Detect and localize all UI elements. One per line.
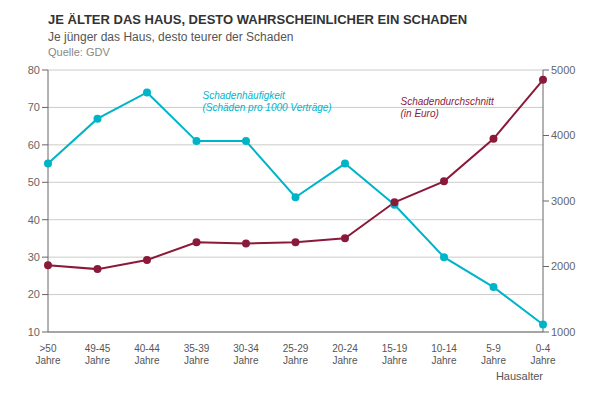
svg-text:20: 20 (28, 288, 40, 300)
svg-text:0-4Jahre: 0-4Jahre (530, 343, 555, 366)
svg-text:50: 50 (28, 176, 40, 188)
svg-text:15-19Jahre: 15-19Jahre (382, 343, 408, 366)
svg-text:20-24Jahre: 20-24Jahre (332, 343, 358, 366)
svg-text:30-34Jahre: 30-34Jahre (233, 343, 259, 366)
svg-text:2000: 2000 (551, 260, 575, 272)
svg-text:60: 60 (28, 139, 40, 151)
svg-text:5-9Jahre: 5-9Jahre (481, 343, 506, 366)
svg-text:80: 80 (28, 64, 40, 76)
svg-text:1000: 1000 (551, 326, 575, 338)
html-text:Quelle: GDV: Quelle: GDV (48, 46, 110, 58)
svg-text:>50Jahre: >50Jahre (35, 343, 60, 366)
html-text:Hausalter: Hausalter (495, 370, 543, 382)
svg-text:5000: 5000 (551, 64, 575, 76)
svg-text:25-29Jahre: 25-29Jahre (283, 343, 309, 366)
svg-text:10-14Jahre: 10-14Jahre (431, 343, 457, 366)
svg-text:70: 70 (28, 101, 40, 113)
html-text:Je jünger das Haus, desto teur: Je jünger das Haus, desto teurer der Sch… (48, 30, 294, 44)
svg-text:Schadendurchschnitt(in Euro): Schadendurchschnitt(in Euro) (401, 96, 496, 119)
svg-text:49-45Jahre: 49-45Jahre (85, 343, 111, 366)
svg-text:10: 10 (28, 326, 40, 338)
svg-text:30: 30 (28, 251, 40, 263)
html-text:JE ÄLTER DAS HAUS, DESTO WAHRS: JE ÄLTER DAS HAUS, DESTO WAHRSCHEINLICHE… (48, 12, 468, 27)
svg-text:3000: 3000 (551, 195, 575, 207)
svg-text:40: 40 (28, 214, 40, 226)
svg-text:40-44Jahre: 40-44Jahre (134, 343, 160, 366)
svg-text:4000: 4000 (551, 129, 575, 141)
svg-text:Schadenhäufigkeit(Schäden pro: Schadenhäufigkeit(Schäden pro 1000 Vertr… (203, 90, 332, 113)
svg-text:35-39Jahre: 35-39Jahre (184, 343, 210, 366)
